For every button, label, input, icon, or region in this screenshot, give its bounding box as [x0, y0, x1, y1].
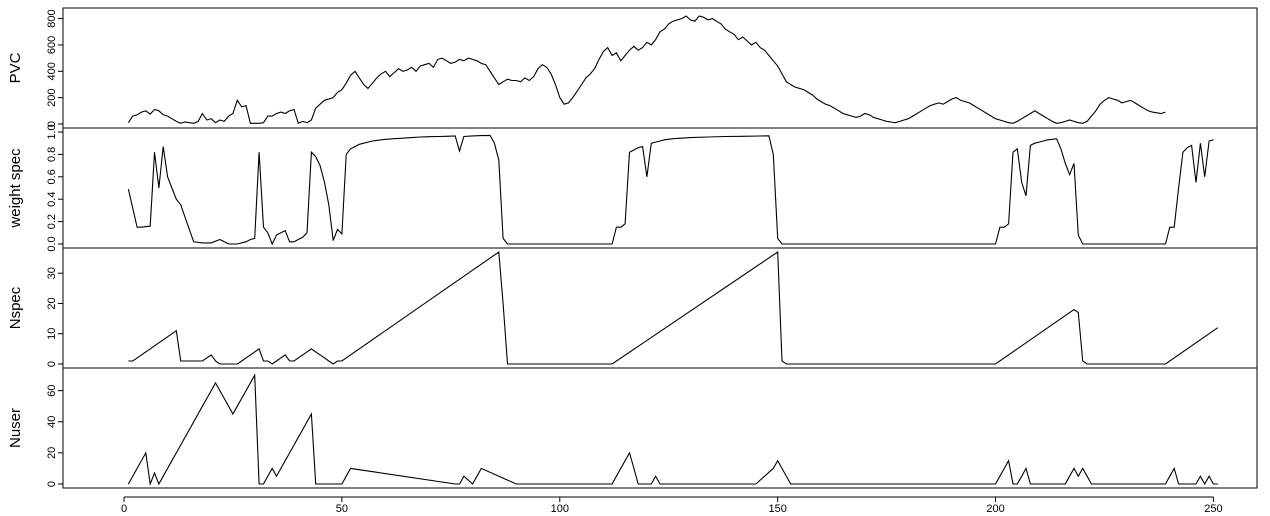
x-tick-label-3: 150 [768, 503, 786, 515]
y-axis-title-1: PVC [7, 52, 24, 83]
x-tick-label-4: 200 [986, 503, 1004, 515]
x-tick-label-0: 0 [121, 503, 127, 515]
x-tick-label-2: 100 [551, 503, 569, 515]
y-axis-title-4: Nuser [7, 408, 24, 448]
series-line-1 [127, 15, 1166, 125]
y-tick-label-2-5: 1.0 [46, 124, 58, 139]
y-tick-label-4-3: 60 [46, 385, 58, 397]
y-tick-label-2-0: 0.0 [46, 236, 58, 251]
y-tick-label-1-4: 800 [46, 9, 58, 27]
y-tick-label-3-2: 20 [46, 297, 58, 309]
y-tick-label-4-2: 40 [46, 416, 58, 428]
y-tick-label-1-1: 200 [46, 88, 58, 106]
y-axis-title-3: Nspec [7, 286, 24, 329]
y-tick-label-1-3: 600 [46, 36, 58, 54]
y-tick-label-3-3: 30 [46, 267, 58, 279]
panel-frame-3 [62, 247, 1258, 369]
y-axis-title-2: weight spec [7, 148, 24, 229]
y-tick-label-2-1: 0.2 [46, 214, 58, 229]
series-line-4 [127, 373, 1218, 487]
y-tick-label-4-1: 20 [46, 447, 58, 459]
panel-frame-4 [62, 367, 1258, 489]
y-tick-label-1-0: 0 [46, 121, 58, 127]
x-tick-label-1: 50 [336, 503, 348, 515]
series-line-3 [128, 250, 1219, 365]
series-line-2 [127, 134, 1214, 246]
y-tick-label-4-0: 0 [46, 481, 58, 487]
x-tick-label-5: 250 [1204, 503, 1222, 515]
y-tick-label-3-1: 10 [46, 328, 58, 340]
y-tick-label-2-2: 0.4 [46, 192, 58, 207]
y-tick-label-2-3: 0.6 [46, 169, 58, 184]
panel-frame-1 [62, 7, 1258, 129]
y-tick-label-3-0: 0 [46, 361, 58, 367]
y-tick-label-1-2: 400 [46, 62, 58, 80]
y-tick-label-2-4: 0.8 [46, 147, 58, 162]
